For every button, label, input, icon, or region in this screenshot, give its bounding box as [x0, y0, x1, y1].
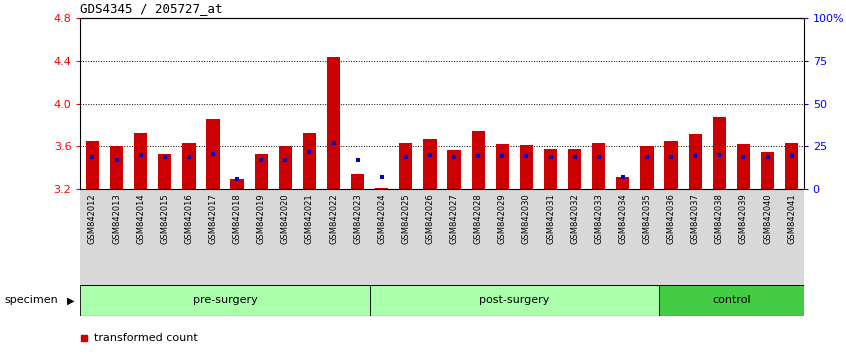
Text: GSM842035: GSM842035 — [642, 193, 651, 244]
Bar — [471, 131, 485, 189]
Bar — [182, 143, 195, 189]
Text: transformed count: transformed count — [94, 332, 198, 343]
Text: GSM842013: GSM842013 — [112, 193, 121, 244]
Bar — [689, 133, 702, 189]
Bar — [80, 285, 370, 316]
Text: GSM842012: GSM842012 — [88, 193, 97, 244]
Text: GSM842028: GSM842028 — [474, 193, 483, 244]
Text: GSM842036: GSM842036 — [667, 193, 676, 244]
Text: GSM842015: GSM842015 — [160, 193, 169, 244]
Bar — [85, 141, 99, 189]
Text: GSM842033: GSM842033 — [594, 193, 603, 244]
Text: GSM842039: GSM842039 — [739, 193, 748, 244]
Text: pre-surgery: pre-surgery — [193, 295, 257, 306]
Bar — [230, 179, 244, 189]
Bar — [423, 139, 437, 189]
Text: GSM842041: GSM842041 — [787, 193, 796, 244]
Text: GSM842040: GSM842040 — [763, 193, 772, 244]
Text: control: control — [712, 295, 750, 306]
Text: GSM842020: GSM842020 — [281, 193, 290, 244]
Bar — [303, 132, 316, 189]
Bar — [370, 285, 659, 316]
Text: GDS4345 / 205727_at: GDS4345 / 205727_at — [80, 2, 222, 15]
Text: GSM842031: GSM842031 — [546, 193, 555, 244]
Text: GSM842038: GSM842038 — [715, 193, 724, 244]
Text: GSM842025: GSM842025 — [401, 193, 410, 244]
Bar — [134, 132, 147, 189]
Text: GSM842037: GSM842037 — [690, 193, 700, 244]
Text: GSM842030: GSM842030 — [522, 193, 531, 244]
Bar — [158, 154, 172, 189]
Bar — [659, 285, 804, 316]
Text: GSM842021: GSM842021 — [305, 193, 314, 244]
Text: ▶: ▶ — [67, 295, 74, 306]
Text: GSM842022: GSM842022 — [329, 193, 338, 244]
Text: GSM842024: GSM842024 — [377, 193, 387, 244]
Bar — [616, 177, 629, 189]
Bar — [544, 149, 558, 189]
Bar — [640, 147, 654, 189]
Text: GSM842017: GSM842017 — [208, 193, 217, 244]
Text: GSM842014: GSM842014 — [136, 193, 146, 244]
Text: GSM842027: GSM842027 — [449, 193, 459, 244]
Bar — [761, 152, 774, 189]
Bar — [568, 149, 581, 189]
Bar — [664, 141, 678, 189]
Text: post-surgery: post-surgery — [479, 295, 550, 306]
Text: GSM842029: GSM842029 — [497, 193, 507, 244]
Text: GSM842023: GSM842023 — [353, 193, 362, 244]
Bar — [519, 145, 533, 189]
Text: GSM842032: GSM842032 — [570, 193, 580, 244]
Bar — [785, 143, 799, 189]
Text: GSM842034: GSM842034 — [618, 193, 628, 244]
Bar — [592, 143, 606, 189]
Bar — [375, 188, 388, 189]
Bar — [496, 144, 509, 189]
Bar — [327, 57, 340, 189]
Bar — [737, 144, 750, 189]
Bar — [351, 175, 365, 189]
Bar — [255, 154, 268, 189]
Text: specimen: specimen — [4, 295, 58, 306]
Text: GSM842019: GSM842019 — [256, 193, 266, 244]
Bar — [206, 119, 220, 189]
Text: GSM842016: GSM842016 — [184, 193, 194, 244]
Bar — [399, 143, 413, 189]
Text: GSM842026: GSM842026 — [426, 193, 435, 244]
Bar — [278, 147, 292, 189]
Bar — [712, 118, 726, 189]
Text: GSM842018: GSM842018 — [233, 193, 242, 244]
Bar — [110, 147, 124, 189]
Bar — [448, 150, 461, 189]
